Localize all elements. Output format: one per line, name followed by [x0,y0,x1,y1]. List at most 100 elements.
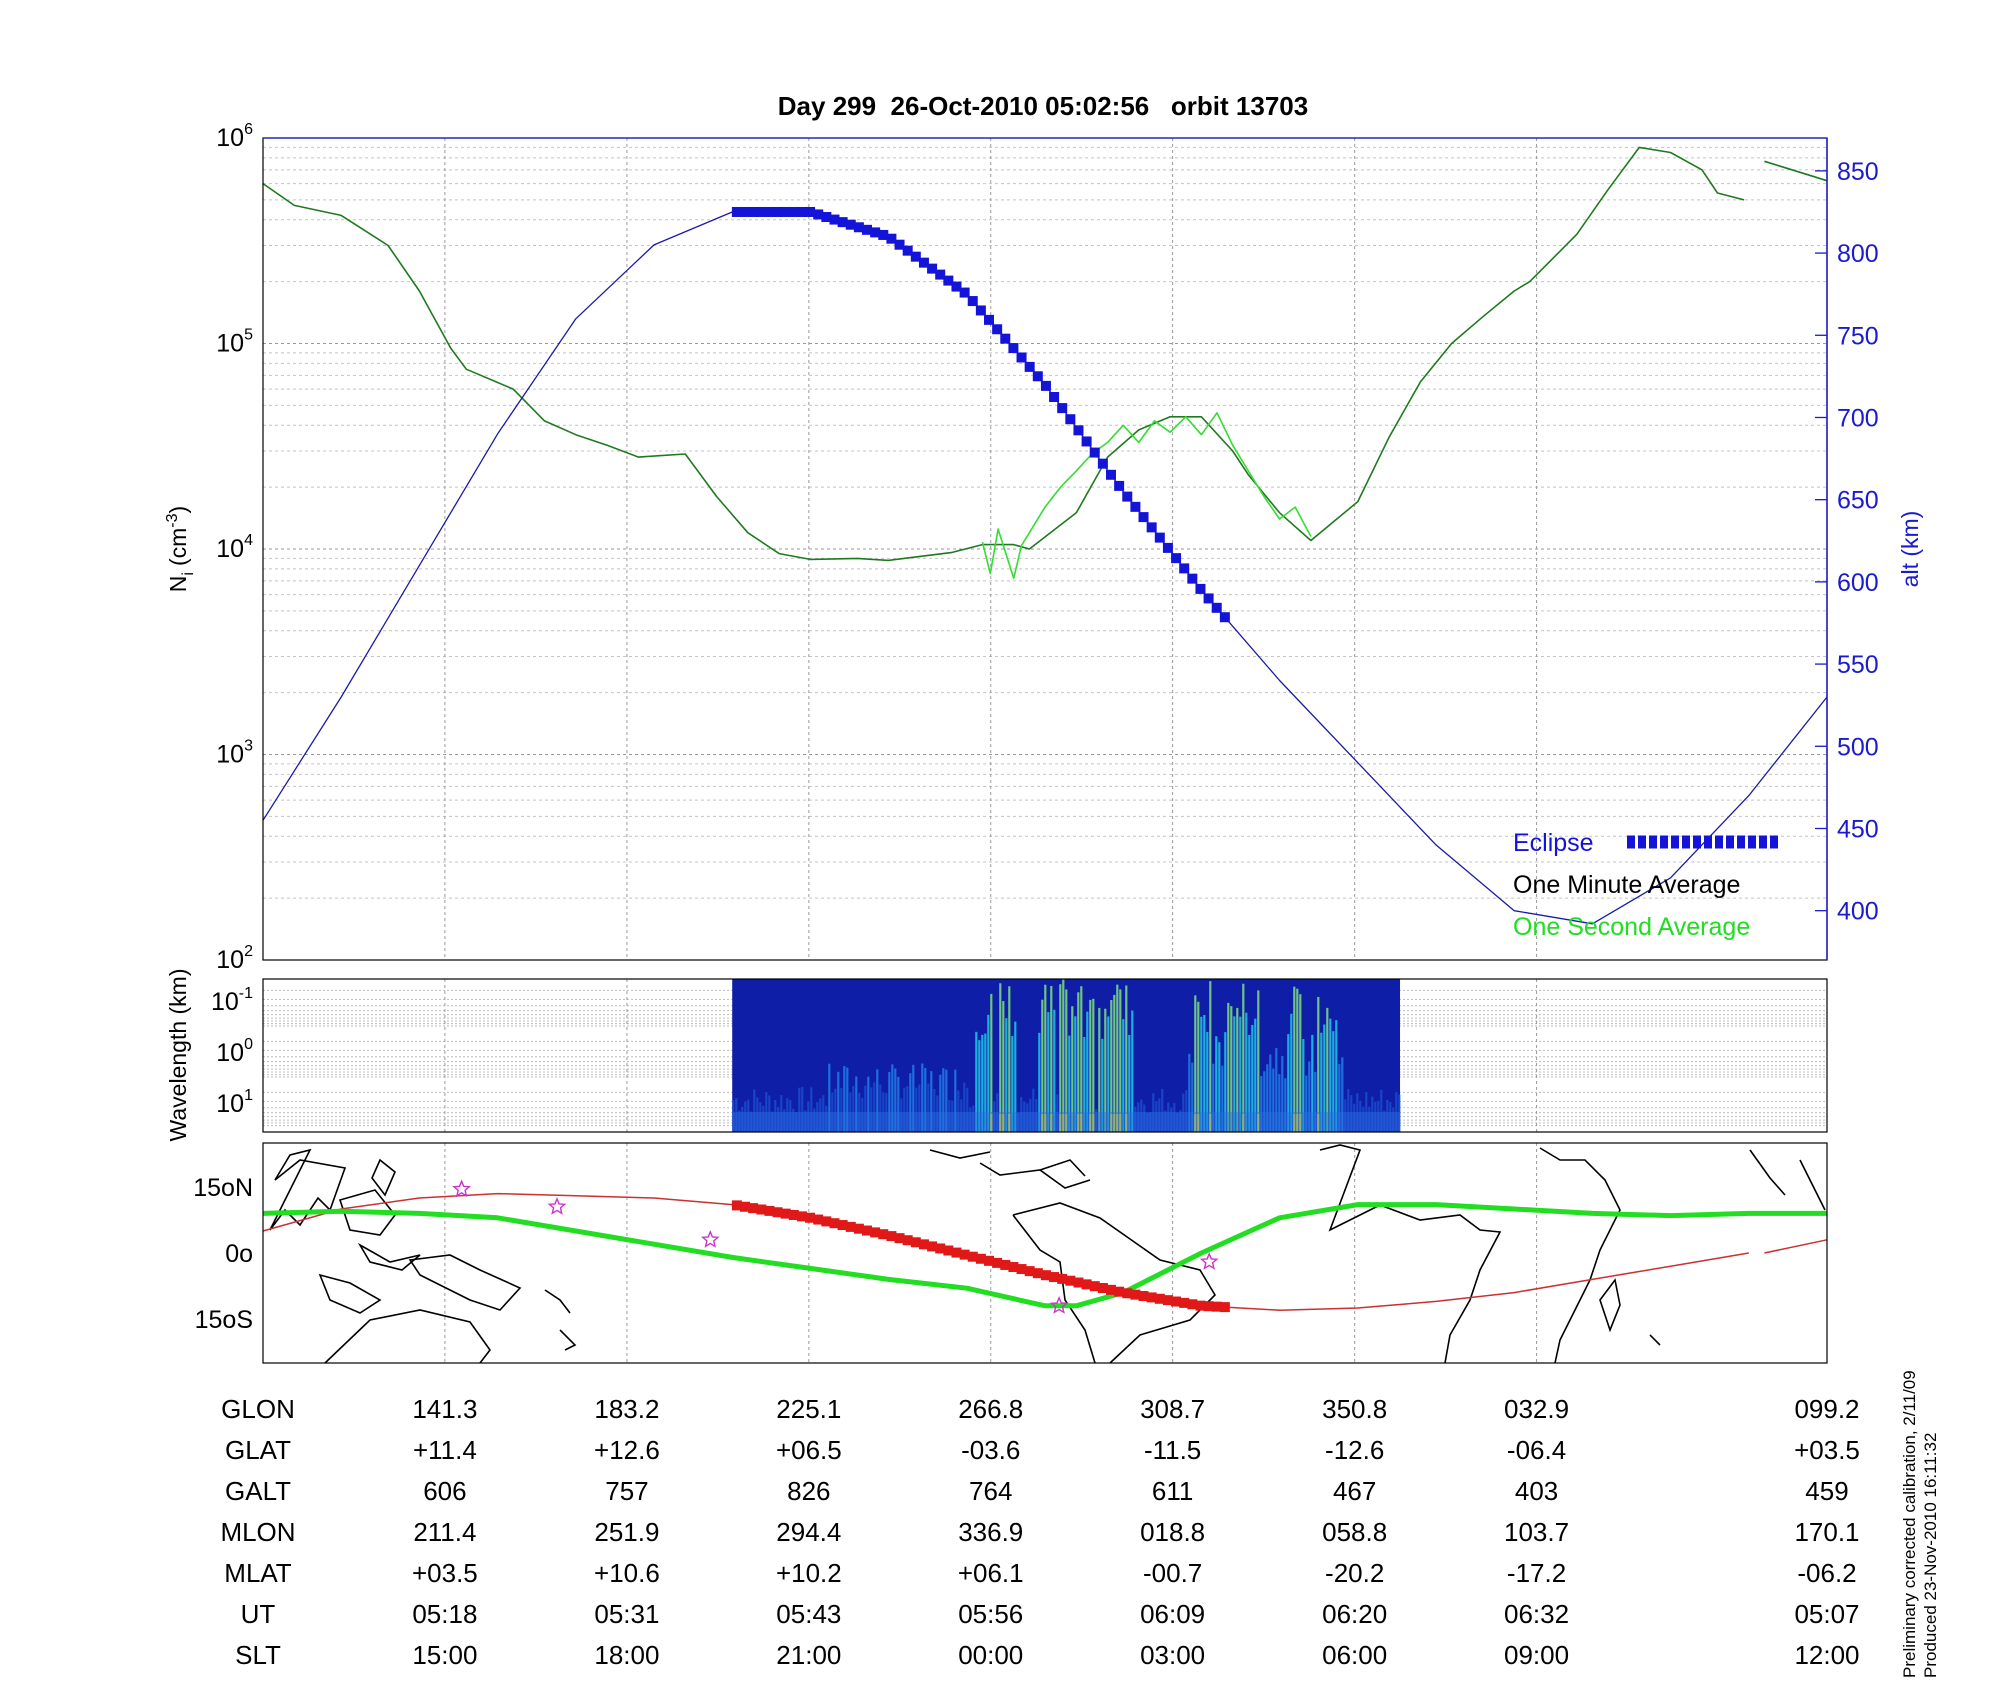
spectrogram-column [864,1085,867,1132]
map-lat-tick-label: 15oS [195,1306,253,1334]
spectrogram-peak [1125,1114,1128,1132]
eclipse-marker [1154,532,1165,543]
table-cell: 103.7 [1504,1517,1569,1547]
legend-second-label: One Second Average [1513,913,1750,941]
table-cell: 05:56 [958,1599,1023,1629]
eclipse-marker [1057,403,1068,414]
map-station-stars [452,1179,1219,1314]
eclipse-marker [870,227,881,238]
spectrogram-column [1356,1093,1359,1132]
eclipse-marker [1146,522,1157,533]
density-y-axis-label: Ni (cm-3) [164,506,197,592]
eclipse-marker [1081,436,1092,447]
map-eclipse-marker [1081,1279,1092,1290]
map-eclipse-marker [845,1221,856,1232]
map-eclipse-marker [1040,1270,1051,1281]
eclipse-marker [894,239,905,250]
spectrogram-column [1248,1034,1251,1132]
spectrogram-column [1113,994,1116,1132]
spectrogram-column [1158,1098,1161,1132]
eclipse-marker [1114,480,1125,491]
spectrogram-column [1200,1016,1203,1132]
map-eclipse-marker [1211,1301,1222,1312]
spectrogram-column [1167,1102,1170,1132]
spectrogram-column [1134,1106,1137,1132]
eclipse-marker [975,305,986,316]
map-eclipse-marker [1154,1293,1165,1304]
table-cell: 459 [1805,1476,1848,1506]
map-eclipse-marker [1179,1297,1190,1308]
spectrogram-column [831,1092,834,1132]
spectrogram-column [921,1063,924,1132]
spectrogram-column [1323,1024,1326,1132]
spectrogram-column [780,1095,783,1132]
spectrogram-column [798,1087,801,1132]
eclipse-marker [1203,593,1214,604]
spectrogram-column [1308,1061,1311,1132]
eclipse-marker [796,206,807,217]
spectrogram-column [828,1063,831,1132]
eclipse-marker [1008,343,1019,354]
altitude-tick-label: 850 [1837,158,1879,186]
eclipse-marker [1179,563,1190,574]
spectrogram-column [1299,994,1302,1132]
map-eclipse-marker [772,1207,783,1218]
map-grid [444,1143,1828,1363]
map-eclipse-marker [935,1243,946,1254]
spectrogram-column [1053,1009,1056,1132]
spectrogram-column [1314,1071,1317,1132]
density-y-label-sub: i [180,572,197,576]
spectrogram-column [969,1107,972,1132]
spectrogram-column [741,1106,744,1132]
tick-base: 10 [216,124,244,152]
spectrogram-column [948,1099,951,1132]
map-eclipse-marker [918,1239,929,1250]
wavelength-y-tick-label: 100 [216,1036,253,1067]
map-eclipse-marker [910,1237,921,1248]
map-eclipse-marker [1114,1286,1125,1297]
chart-title: Day 299 26-Oct-2010 05:02:56 orbit 13703 [778,91,1308,121]
eclipse-marker [756,206,767,217]
spectrogram-peak [1257,1114,1260,1132]
density-y-label-close: ) [165,506,191,514]
spectrogram-column [1260,1076,1263,1132]
eclipse-markers [731,206,1230,623]
spectrogram-column [954,1069,957,1132]
spectrogram-column [888,1072,891,1132]
spectrogram-column [966,1087,969,1132]
map-eclipse-marker [748,1203,759,1214]
legend-minute-label: One Minute Average [1513,871,1740,899]
table-cell: -12.6 [1325,1435,1384,1465]
spectrogram-column [1383,1110,1386,1132]
spectrogram-column [1329,1018,1332,1132]
wavelength-y-axis-label: Wavelength (km) [165,969,191,1142]
spectrogram-column [804,1110,807,1132]
spectrogram-column [1350,1095,1353,1132]
spectrogram-column [876,1069,879,1132]
eclipse-marker [1024,361,1035,372]
spectrogram-column [924,1068,927,1132]
map-eclipse-marker [951,1247,962,1258]
spectrogram-column [1029,1098,1032,1132]
spectrogram-column [1086,1011,1089,1132]
spectrogram-column [882,1092,885,1132]
spectrogram-column [1257,990,1260,1132]
spectrogram-column [1371,1096,1374,1132]
table-cell: -06.4 [1507,1435,1566,1465]
table-cell: 058.8 [1322,1517,1387,1547]
spectrogram-column [885,1093,888,1132]
spectrogram-column [1344,1099,1347,1132]
spectrogram-peak [1317,1114,1320,1132]
map-eclipse-marker [837,1220,848,1231]
table-cell: +12.6 [594,1435,660,1465]
spectrogram-column [957,1090,960,1132]
spectrogram-column [762,1105,765,1132]
spectrogram-column [1116,984,1119,1132]
spectrogram-column [978,1040,981,1132]
altitude-axis-label: alt (km) [1897,511,1923,588]
tick-exp: 3 [244,738,253,755]
table-cell: 21:00 [776,1640,841,1670]
table-cell: +10.6 [594,1558,660,1588]
map-eclipse-marker [1073,1277,1084,1288]
legend-eclipse-label: Eclipse [1513,829,1594,857]
